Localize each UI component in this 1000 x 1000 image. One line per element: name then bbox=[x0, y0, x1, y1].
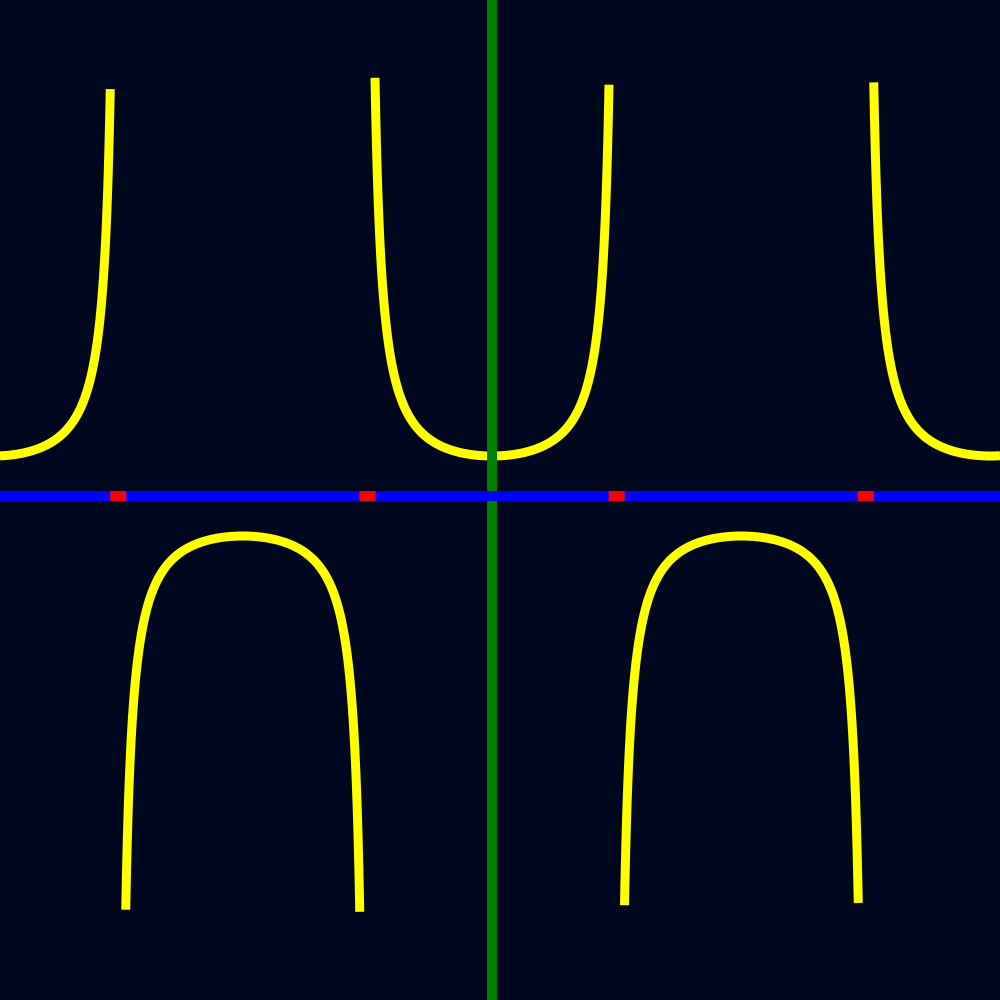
sec-curve-branch-1 bbox=[0, 89, 115, 461]
x-tick-mark-1 bbox=[110, 491, 127, 501]
sec-curve-branch-2 bbox=[121, 531, 365, 912]
x-tick-mark-3 bbox=[608, 491, 625, 501]
sec-curve-branch-5 bbox=[869, 82, 1000, 461]
sec-curve-branch-4 bbox=[620, 531, 863, 906]
x-tick-layer bbox=[110, 491, 874, 501]
x-tick-mark-2 bbox=[359, 491, 376, 501]
x-tick-mark-4 bbox=[857, 491, 874, 501]
